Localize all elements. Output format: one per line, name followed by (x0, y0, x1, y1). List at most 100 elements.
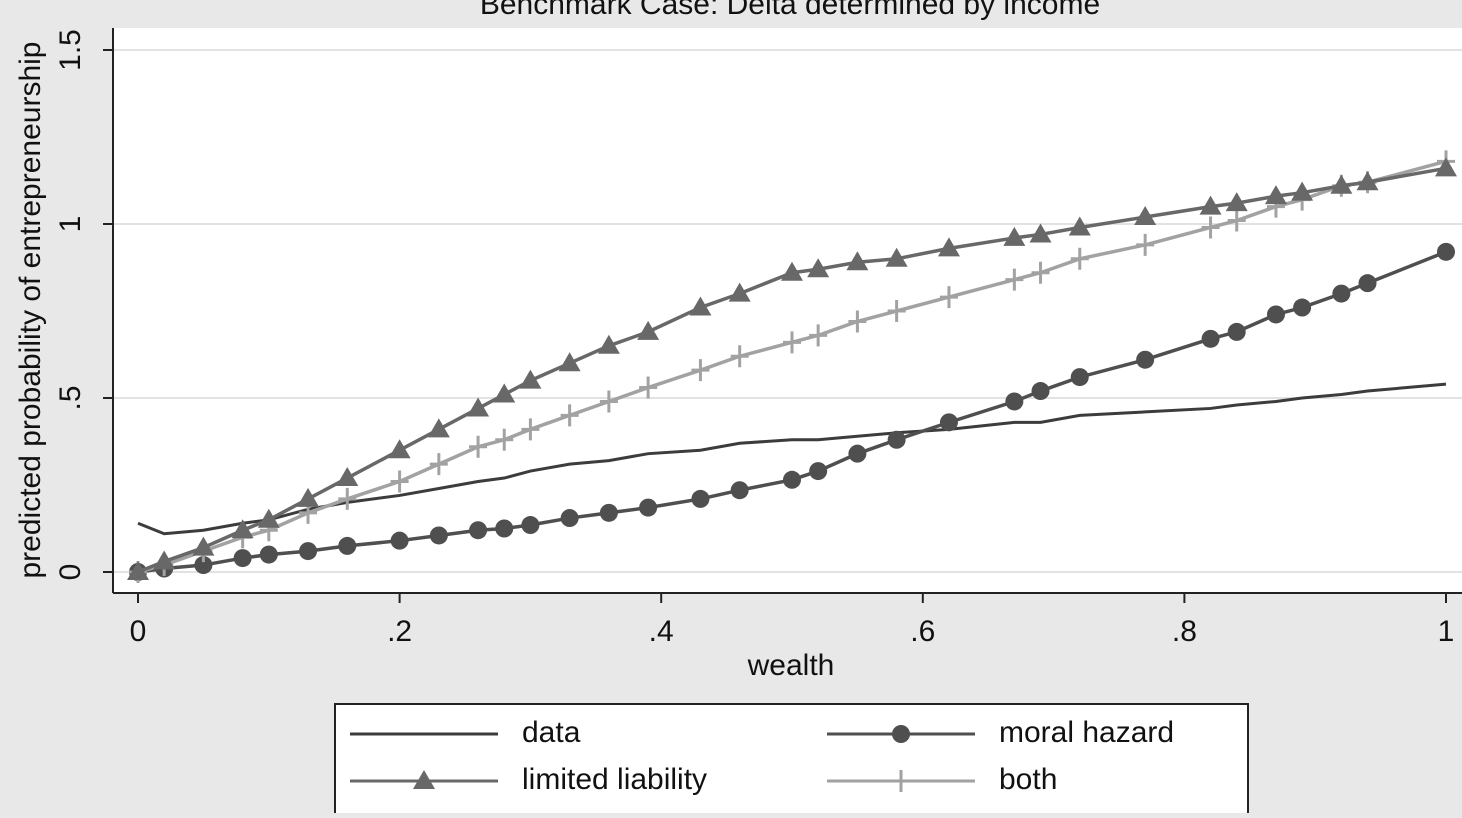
marker (153, 550, 176, 570)
marker (1031, 261, 1050, 284)
marker (1005, 392, 1024, 411)
marker (336, 467, 359, 487)
marker (1201, 216, 1220, 239)
marker (521, 418, 540, 441)
marker (192, 536, 215, 556)
marker (257, 508, 280, 528)
x-axis-label: wealth (747, 649, 835, 682)
y-tick-label: 0 (54, 564, 87, 581)
marker (1227, 209, 1246, 232)
marker (1332, 284, 1351, 303)
plot-area (113, 28, 1462, 593)
marker (1227, 322, 1246, 341)
marker (639, 376, 658, 399)
marker (1070, 368, 1089, 387)
marker (297, 487, 320, 507)
x-tick-label: .8 (1172, 615, 1197, 648)
marker (231, 519, 254, 539)
x-tick-label: 1 (1438, 615, 1455, 648)
legend (334, 703, 1249, 818)
marker (495, 519, 514, 538)
marker (127, 561, 149, 580)
marker (599, 503, 618, 522)
marker (730, 345, 749, 368)
legend-label: moral hazard (999, 716, 1174, 749)
y-tick-label: .5 (54, 385, 87, 410)
legend-label: data (522, 716, 581, 749)
marker (338, 536, 357, 555)
legend-item: both (827, 763, 1057, 796)
marker (429, 453, 448, 476)
marker (338, 487, 357, 510)
legend-label: both (999, 763, 1057, 796)
marker (259, 545, 278, 564)
legend-item: moral hazard (827, 716, 1174, 749)
marker (1134, 206, 1157, 226)
marker (427, 418, 450, 438)
marker (299, 542, 318, 561)
marker (1435, 157, 1457, 177)
legend-item: limited liability (350, 763, 707, 796)
marker (637, 320, 660, 340)
y-axis-label: predicted probability of entrepreneurshi… (14, 42, 47, 579)
marker (887, 300, 906, 322)
marker (1330, 174, 1353, 194)
marker (1293, 298, 1312, 317)
marker (467, 397, 490, 417)
marker (639, 498, 658, 517)
marker (848, 444, 867, 463)
marker (469, 521, 488, 540)
marker (939, 286, 958, 309)
marker (781, 261, 803, 281)
marker (1136, 350, 1155, 369)
marker (1003, 226, 1026, 246)
marker (521, 516, 540, 535)
chart-title: Benchmark Case: Delta determined by inco… (480, 0, 1100, 21)
x-tick-label: 0 (130, 615, 147, 648)
marker (848, 310, 867, 333)
marker (783, 470, 801, 489)
marker (390, 470, 409, 493)
marker (887, 430, 906, 449)
marker (194, 556, 213, 575)
y-tick-label: 1.5 (54, 29, 87, 71)
marker (413, 770, 435, 789)
marker (691, 489, 710, 508)
marker (807, 258, 830, 278)
marker (730, 481, 749, 500)
marker (560, 404, 579, 427)
marker (892, 725, 910, 743)
marker (599, 390, 618, 413)
marker (429, 526, 448, 545)
marker (1266, 305, 1285, 324)
marker (1356, 171, 1379, 191)
marker (1291, 181, 1314, 201)
marker (783, 331, 801, 354)
marker (1201, 329, 1220, 348)
marker (1005, 268, 1024, 291)
marker (1264, 185, 1287, 205)
marker (1199, 195, 1222, 215)
marker (558, 352, 581, 372)
marker (885, 247, 908, 267)
marker (939, 413, 958, 432)
marker (1136, 233, 1155, 256)
marker (892, 770, 910, 792)
marker (560, 509, 579, 528)
legend-item: data (350, 716, 581, 749)
x-tick-label: .6 (910, 615, 935, 648)
marker (390, 531, 409, 550)
marker (1358, 274, 1377, 293)
x-tick-label: .4 (649, 615, 674, 648)
marker (495, 428, 514, 451)
marker (493, 383, 516, 403)
x-tick-label: .2 (387, 615, 412, 648)
marker (937, 237, 960, 257)
marker (519, 369, 542, 389)
marker (1031, 382, 1050, 401)
marker (233, 549, 252, 568)
marker (809, 324, 828, 347)
marker (597, 334, 620, 354)
marker (1029, 223, 1052, 243)
